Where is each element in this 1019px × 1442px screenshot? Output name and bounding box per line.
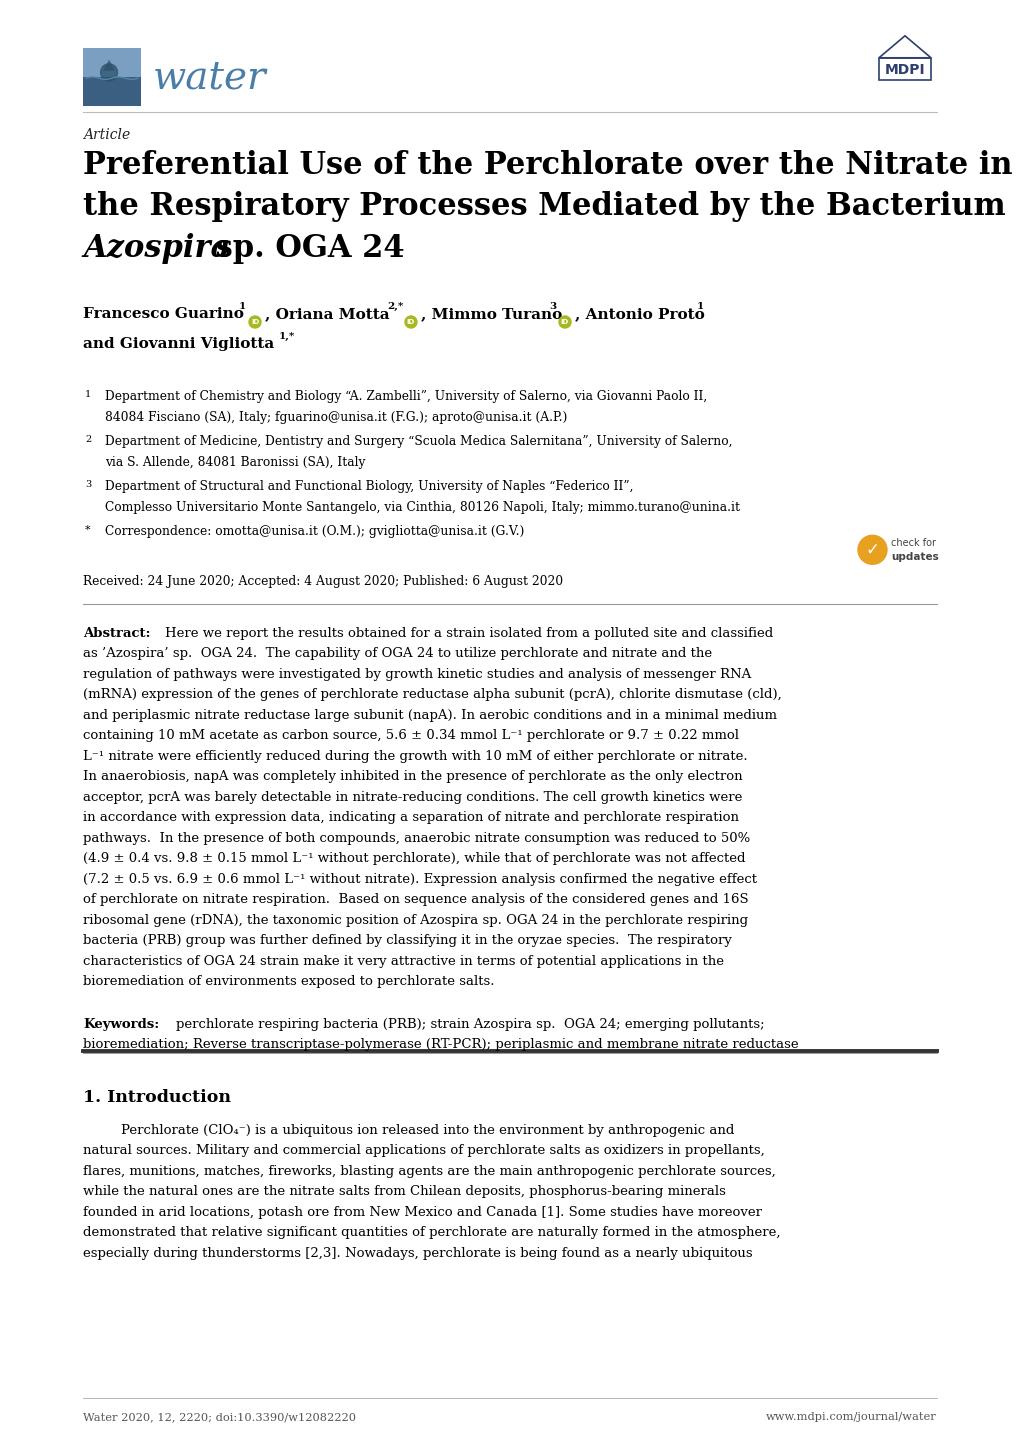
- Text: 1,*: 1,*: [279, 332, 296, 340]
- Text: perchlorate respiring bacteria (PRB); strain Azospira sp.  OGA 24; emerging poll: perchlorate respiring bacteria (PRB); st…: [176, 1018, 764, 1031]
- Text: via S. Allende, 84081 Baronissi (SA), Italy: via S. Allende, 84081 Baronissi (SA), It…: [105, 456, 365, 469]
- Text: Abstract:: Abstract:: [83, 627, 151, 640]
- Text: In anaerobiosis, napA was completely inhibited in the presence of perchlorate as: In anaerobiosis, napA was completely inh…: [83, 770, 742, 783]
- Text: characteristics of OGA 24 strain make it very attractive in terms of potential a: characteristics of OGA 24 strain make it…: [83, 955, 723, 968]
- Text: 2,*: 2,*: [386, 301, 403, 311]
- Circle shape: [857, 535, 887, 564]
- Text: L⁻¹ nitrate were efficiently reduced during the growth with 10 mM of either perc: L⁻¹ nitrate were efficiently reduced dur…: [83, 750, 747, 763]
- Polygon shape: [103, 59, 115, 71]
- Text: Department of Structural and Functional Biology, University of Naples “Federico : Department of Structural and Functional …: [105, 480, 633, 493]
- Text: (4.9 ± 0.4 vs. 9.8 ± 0.15 mmol L⁻¹ without perchlorate), while that of perchlora: (4.9 ± 0.4 vs. 9.8 ± 0.15 mmol L⁻¹ witho…: [83, 852, 745, 865]
- Text: pathways.  In the presence of both compounds, anaerobic nitrate consumption was : pathways. In the presence of both compou…: [83, 832, 750, 845]
- Text: acceptor, pcrA was barely detectable in nitrate-reducing conditions. The cell gr: acceptor, pcrA was barely detectable in …: [83, 790, 742, 803]
- Text: updates: updates: [891, 552, 937, 562]
- Text: bioremediation of environments exposed to perchlorate salts.: bioremediation of environments exposed t…: [83, 975, 494, 988]
- Text: and Giovanni Vigliotta: and Giovanni Vigliotta: [83, 337, 277, 350]
- Text: Keywords:: Keywords:: [83, 1018, 159, 1031]
- Text: bacteria (PRB) group was further defined by classifying it in the oryzae species: bacteria (PRB) group was further defined…: [83, 934, 732, 947]
- Text: Department of Chemistry and Biology “A. Zambelli”, University of Salerno, via Gi: Department of Chemistry and Biology “A. …: [105, 389, 706, 402]
- Text: Complesso Universitario Monte Santangelo, via Cinthia, 80126 Napoli, Italy; mimm: Complesso Universitario Monte Santangelo…: [105, 500, 739, 513]
- Text: (7.2 ± 0.5 vs. 6.9 ± 0.6 mmol L⁻¹ without nitrate). Expression analysis confirme: (7.2 ± 0.5 vs. 6.9 ± 0.6 mmol L⁻¹ withou…: [83, 872, 756, 885]
- Text: iD: iD: [407, 319, 415, 324]
- Text: 1. Introduction: 1. Introduction: [83, 1089, 230, 1106]
- Circle shape: [558, 316, 571, 327]
- Circle shape: [101, 63, 117, 81]
- Text: regulation of pathways were investigated by growth kinetic studies and analysis : regulation of pathways were investigated…: [83, 668, 751, 681]
- Text: Correspondence: omotta@unisa.it (O.M.); gvigliotta@unisa.it (G.V.): Correspondence: omotta@unisa.it (O.M.); …: [105, 525, 524, 538]
- Text: *: *: [85, 525, 91, 535]
- Circle shape: [249, 316, 261, 327]
- Text: 3: 3: [548, 301, 555, 311]
- Text: , Oriana Motta: , Oriana Motta: [265, 307, 392, 322]
- Text: 2: 2: [85, 435, 91, 444]
- Text: 1: 1: [696, 301, 703, 311]
- Text: check for: check for: [891, 538, 935, 548]
- Text: (mRNA) expression of the genes of perchlorate reductase alpha subunit (pcrA), ch: (mRNA) expression of the genes of perchl…: [83, 688, 781, 701]
- Text: sp. OGA 24: sp. OGA 24: [205, 234, 405, 264]
- Text: ✓: ✓: [865, 541, 878, 559]
- Text: the Respiratory Processes Mediated by the Bacterium: the Respiratory Processes Mediated by th…: [83, 192, 1005, 222]
- Text: bioremediation; Reverse transcriptase-polymerase (RT-PCR); periplasmic and membr: bioremediation; Reverse transcriptase-po…: [83, 1038, 798, 1051]
- Text: , Antonio Proto: , Antonio Proto: [575, 307, 707, 322]
- Text: Article: Article: [83, 128, 130, 141]
- Text: while the natural ones are the nitrate salts from Chilean deposits, phosphorus-b: while the natural ones are the nitrate s…: [83, 1185, 726, 1198]
- Text: Preferential Use of the Perchlorate over the Nitrate in: Preferential Use of the Perchlorate over…: [83, 150, 1012, 182]
- Text: Perchlorate (ClO₄⁻) is a ubiquitous ion released into the environment by anthrop: Perchlorate (ClO₄⁻) is a ubiquitous ion …: [121, 1123, 734, 1136]
- Text: Water 2020, 12, 2220; doi:10.3390/w12082220: Water 2020, 12, 2220; doi:10.3390/w12082…: [83, 1412, 356, 1422]
- Text: 1: 1: [85, 389, 91, 399]
- Text: especially during thunderstorms [2,3]. Nowadays, perchlorate is being found as a: especially during thunderstorms [2,3]. N…: [83, 1246, 752, 1260]
- Text: as ’Azospira’ sp.  OGA 24.  The capability of OGA 24 to utilize perchlorate and : as ’Azospira’ sp. OGA 24. The capability…: [83, 647, 711, 660]
- Text: Department of Medicine, Dentistry and Surgery “Scuola Medica Salernitana”, Unive: Department of Medicine, Dentistry and Su…: [105, 435, 732, 448]
- Text: 84084 Fisciano (SA), Italy; fguarino@unisa.it (F.G.); aproto@unisa.it (A.P.): 84084 Fisciano (SA), Italy; fguarino@uni…: [105, 411, 567, 424]
- Text: Francesco Guarino: Francesco Guarino: [83, 307, 247, 322]
- Bar: [83, 76, 141, 107]
- Text: www.mdpi.com/journal/water: www.mdpi.com/journal/water: [765, 1412, 936, 1422]
- Text: demonstrated that relative significant quantities of perchlorate are naturally f: demonstrated that relative significant q…: [83, 1226, 780, 1239]
- Text: founded in arid locations, potash ore from New Mexico and Canada [1]. Some studi: founded in arid locations, potash ore fr…: [83, 1206, 761, 1218]
- Text: , Mimmo Turano: , Mimmo Turano: [421, 307, 565, 322]
- Circle shape: [405, 316, 417, 327]
- Text: Here we report the results obtained for a strain isolated from a polluted site a: Here we report the results obtained for …: [165, 627, 772, 640]
- Text: containing 10 mM acetate as carbon source, 5.6 ± 0.34 mmol L⁻¹ perchlorate or 9.: containing 10 mM acetate as carbon sourc…: [83, 730, 739, 743]
- Text: iD: iD: [560, 319, 569, 324]
- Text: of perchlorate on nitrate respiration.  Based on sequence analysis of the consid: of perchlorate on nitrate respiration. B…: [83, 893, 748, 907]
- Bar: [83, 48, 141, 76]
- Text: iD: iD: [251, 319, 259, 324]
- Text: Received: 24 June 2020; Accepted: 4 August 2020; Published: 6 August 2020: Received: 24 June 2020; Accepted: 4 Augu…: [83, 575, 562, 588]
- Text: flares, munitions, matches, fireworks, blasting agents are the main anthropogeni: flares, munitions, matches, fireworks, b…: [83, 1165, 775, 1178]
- Text: 1: 1: [238, 301, 246, 311]
- Text: in accordance with expression data, indicating a separation of nitrate and perch: in accordance with expression data, indi…: [83, 812, 739, 825]
- Bar: [878, 58, 930, 79]
- Text: natural sources. Military and commercial applications of perchlorate salts as ox: natural sources. Military and commercial…: [83, 1144, 764, 1156]
- Text: and periplasmic nitrate reductase large subunit (napA). In aerobic conditions an: and periplasmic nitrate reductase large …: [83, 709, 776, 722]
- Text: water: water: [153, 59, 266, 97]
- Text: 3: 3: [85, 480, 91, 489]
- Text: ribosomal gene (rDNA), the taxonomic position of Azospira sp. OGA 24 in the perc: ribosomal gene (rDNA), the taxonomic pos…: [83, 914, 747, 927]
- Text: Azospira: Azospira: [83, 234, 230, 264]
- Text: MDPI: MDPI: [883, 62, 924, 76]
